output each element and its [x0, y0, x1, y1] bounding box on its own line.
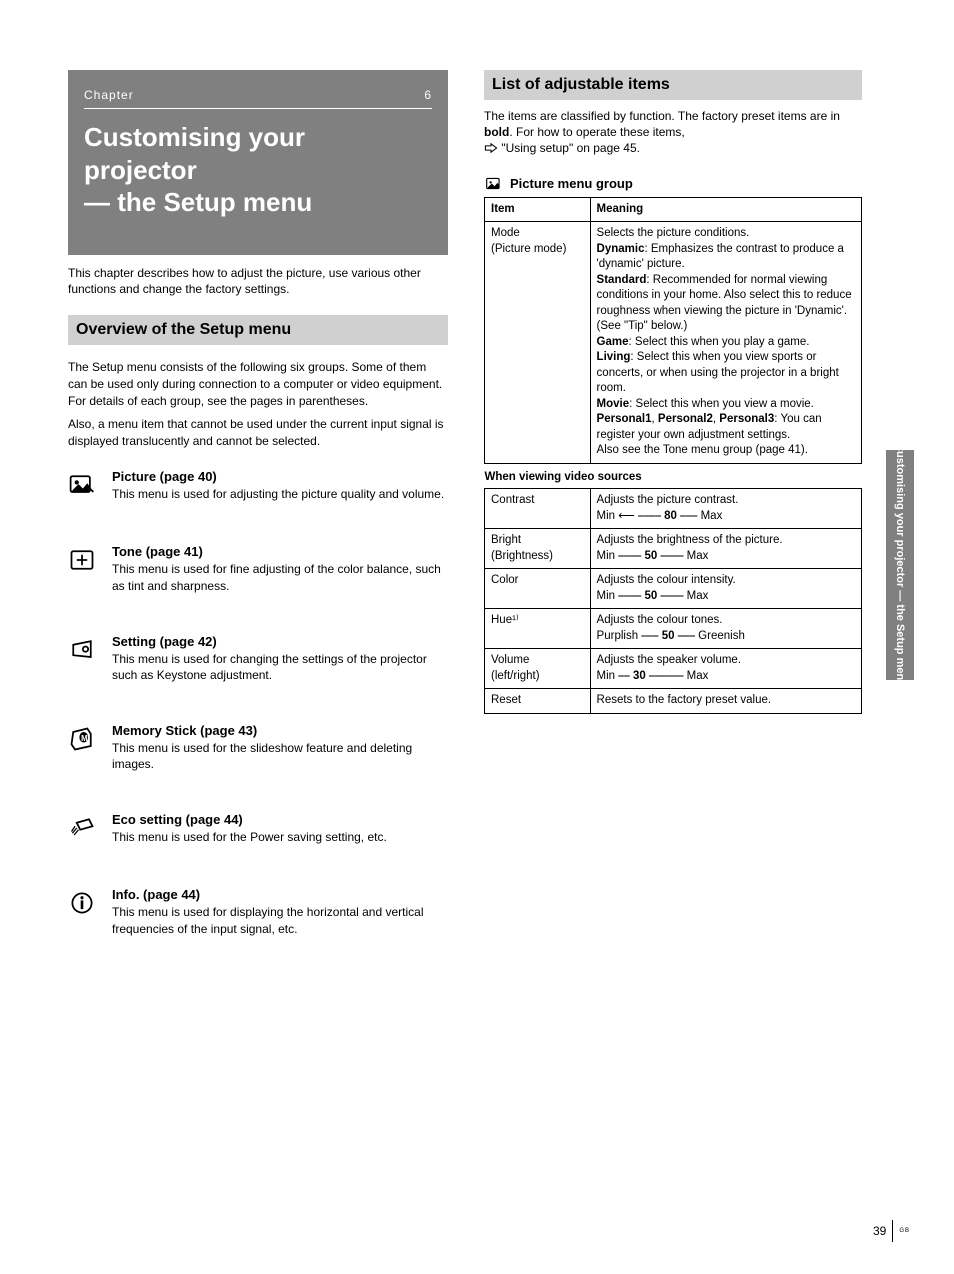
info-icon	[68, 889, 98, 922]
table-row: Color Adjusts the colour intensity.Min ⎯…	[485, 569, 862, 609]
setting-icon	[68, 636, 98, 669]
page-number: 39	[873, 1224, 886, 1238]
table-row: Volume (left/right) Adjusts the speaker …	[485, 649, 862, 689]
menu-item-desc: This menu is used for the slideshow feat…	[112, 740, 448, 772]
cell-meaning: Selects the picture conditions.Dynamic: …	[590, 222, 861, 464]
chapter-line: Chapter 6	[84, 88, 432, 102]
subhead-text: Picture menu group	[510, 176, 633, 191]
eco-icon	[68, 814, 98, 847]
menu-item-memorystick: M Memory Stick (page 43) This menu is us…	[68, 723, 448, 772]
memorystick-icon: M	[68, 725, 98, 758]
settings-table: Item Meaning Mode (Picture mode) Selects…	[484, 197, 862, 714]
table-row: Mode (Picture mode) Selects the picture …	[485, 222, 862, 464]
menu-item-name: Picture (page 40)	[112, 469, 444, 484]
menu-item-text: Tone (page 41) This menu is used for fin…	[112, 544, 448, 593]
menu-item-info: Info. (page 44) This menu is used for di…	[68, 887, 448, 936]
menu-item-text: Eco setting (page 44) This menu is used …	[112, 812, 387, 845]
title-line-3: — the Setup menu	[84, 187, 312, 217]
item-line: (Brightness)	[491, 550, 553, 562]
side-tab: Customising your projector — the Setup m…	[886, 450, 914, 680]
side-tab-text: Customising your projector — the Setup m…	[894, 443, 906, 687]
chapter-label: Chapter	[84, 88, 134, 102]
menu-item-desc: This menu is used for the Power saving s…	[112, 829, 387, 845]
menu-item-name: Info. (page 44)	[112, 887, 448, 902]
cell-meaning: Adjusts the speaker volume.Min ⎯⎯ 30 ⎯⎯⎯…	[590, 649, 861, 689]
menu-list: Picture (page 40) This menu is used for …	[68, 469, 448, 937]
left-column: Chapter 6 Customising your projector — t…	[68, 70, 448, 977]
footer-divider	[892, 1220, 893, 1242]
overview-intro-2: Also, a menu item that cannot be used un…	[68, 416, 448, 450]
item-line: Bright	[491, 534, 521, 546]
section-heading-overview: Overview of the Setup menu	[68, 315, 448, 345]
cell-meaning: Adjusts the colour tones.Purplish ⎯⎯⎯ 50…	[590, 609, 861, 649]
overview-intro-1: The Setup menu consists of the following…	[68, 359, 448, 409]
menu-item-name: Eco setting (page 44)	[112, 812, 387, 827]
svg-text:M: M	[81, 734, 88, 743]
intro-see: "Using setup" on page 45.	[501, 141, 640, 155]
cell-item: Mode (Picture mode)	[485, 222, 591, 464]
intro-text-1: The items are classified by function. Th…	[484, 109, 840, 123]
title-line-2: projector	[84, 155, 197, 185]
menu-item-tone: Tone (page 41) This menu is used for fin…	[68, 544, 448, 593]
menu-item-eco: Eco setting (page 44) This menu is used …	[68, 812, 448, 847]
cell-item: Bright (Brightness)	[485, 529, 591, 569]
picture-icon	[68, 471, 98, 504]
menu-item-desc: This menu is used for displaying the hor…	[112, 904, 448, 936]
table-separator: When viewing video sources	[485, 463, 862, 489]
cell-item: Color	[485, 569, 591, 609]
item-line: (left/right)	[491, 670, 540, 682]
menu-item-desc: This menu is used for fine adjusting of …	[112, 561, 448, 593]
cell-item: Volume (left/right)	[485, 649, 591, 689]
item-line: (Picture mode)	[491, 243, 566, 255]
page-footer: 39 GB	[873, 1220, 910, 1242]
title-line-1: Customising your	[84, 122, 305, 152]
intro-text-2: . For how to operate these items,	[509, 125, 684, 139]
table-row: Hue¹⁾ Adjusts the colour tones.Purplish …	[485, 609, 862, 649]
page-title: Customising your projector — the Setup m…	[84, 121, 432, 219]
menu-item-text: Picture (page 40) This menu is used for …	[112, 469, 444, 502]
item-line: Mode	[491, 227, 520, 239]
th-item: Item	[485, 197, 591, 222]
chapter-title-block: Chapter 6 Customising your projector — t…	[68, 70, 448, 255]
tone-icon	[68, 546, 98, 579]
cell-item: Contrast	[485, 489, 591, 529]
menu-item-desc: This menu is used for changing the setti…	[112, 651, 448, 683]
separator-text: When viewing video sources	[485, 463, 862, 489]
cell-meaning: Resets to the factory preset value.	[590, 689, 861, 714]
table-row: Bright (Brightness) Adjusts the brightne…	[485, 529, 862, 569]
pointer-icon	[484, 142, 498, 154]
menu-item-text: Info. (page 44) This menu is used for di…	[112, 887, 448, 936]
footer-lang: GB	[899, 1228, 910, 1234]
menu-item-name: Setting (page 42)	[112, 634, 448, 649]
item-line: Volume	[491, 654, 529, 666]
chapter-number: 6	[424, 88, 432, 102]
table-row: Reset Resets to the factory preset value…	[485, 689, 862, 714]
picture-icon	[484, 175, 504, 193]
right-column: List of adjustable items The items are c…	[484, 70, 862, 714]
menu-item-setting: Setting (page 42) This menu is used for …	[68, 634, 448, 683]
page: Chapter 6 Customising your projector — t…	[0, 0, 954, 1274]
table-row: Contrast Adjusts the picture contrast.Mi…	[485, 489, 862, 529]
lead-paragraph: This chapter describes how to adjust the…	[68, 265, 448, 297]
items-intro: The items are classified by function. Th…	[484, 108, 862, 157]
section-heading-items: List of adjustable items	[484, 70, 862, 100]
intro-bold: bold	[484, 125, 509, 139]
cell-meaning: Adjusts the colour intensity.Min ⎯⎯⎯⎯ 50…	[590, 569, 861, 609]
menu-item-desc: This menu is used for adjusting the pict…	[112, 486, 444, 502]
menu-item-text: Setting (page 42) This menu is used for …	[112, 634, 448, 683]
menu-item-name: Memory Stick (page 43)	[112, 723, 448, 738]
cell-item: Reset	[485, 689, 591, 714]
title-rule	[84, 108, 432, 109]
subheading-picture-menu: Picture menu group	[484, 175, 862, 193]
cell-meaning: Adjusts the picture contrast.Min ⟵ ⎯⎯⎯⎯ …	[590, 489, 861, 529]
cell-item: Hue¹⁾	[485, 609, 591, 649]
th-meaning: Meaning	[590, 197, 861, 222]
menu-item-picture: Picture (page 40) This menu is used for …	[68, 469, 448, 504]
cell-meaning: Adjusts the brightness of the picture.Mi…	[590, 529, 861, 569]
table-header-row: Item Meaning	[485, 197, 862, 222]
menu-item-name: Tone (page 41)	[112, 544, 448, 559]
menu-item-text: Memory Stick (page 43) This menu is used…	[112, 723, 448, 772]
